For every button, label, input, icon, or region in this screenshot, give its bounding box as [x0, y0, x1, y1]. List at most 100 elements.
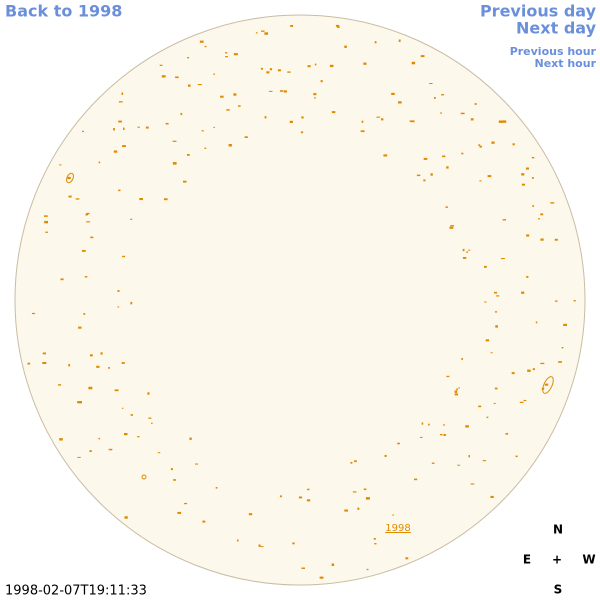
region-contour — [502, 219, 506, 221]
region-contour — [121, 362, 125, 364]
region-contour — [159, 64, 163, 66]
region-contour — [398, 101, 402, 104]
region-contour — [443, 434, 446, 436]
region-contour — [122, 145, 126, 147]
region-contour — [264, 32, 268, 35]
previous-day-link[interactable]: Previous day — [480, 2, 597, 21]
region-contour — [531, 156, 535, 159]
region-contour — [487, 175, 492, 178]
region-contour — [220, 95, 224, 98]
region-contour — [485, 339, 490, 342]
region-contour — [461, 358, 463, 360]
region-contour — [118, 120, 122, 123]
region-contour — [423, 179, 426, 182]
region-contour — [505, 433, 508, 435]
region-contour — [329, 64, 334, 68]
region-contour — [420, 55, 425, 58]
region-contour — [280, 90, 284, 92]
region-contour — [446, 166, 449, 169]
region-contour — [474, 103, 477, 105]
region-contour — [66, 172, 74, 184]
region-contour — [113, 150, 118, 153]
region-contour — [258, 544, 261, 547]
region-contour — [287, 71, 291, 73]
region-contour — [188, 84, 191, 87]
region-contour — [457, 464, 461, 466]
region-contour — [486, 416, 489, 419]
region-contour — [466, 251, 468, 253]
region-contour — [261, 30, 265, 32]
region-contour — [59, 438, 63, 441]
region-contour — [98, 437, 101, 440]
region-contour — [195, 463, 199, 465]
region-contour — [450, 225, 454, 227]
region-contour — [540, 238, 544, 241]
region-contour — [260, 546, 264, 548]
region-contour — [85, 214, 88, 216]
region-contour — [77, 456, 81, 458]
region-contour — [204, 147, 207, 149]
region-contour — [512, 143, 515, 146]
next-day-link[interactable]: Next day — [516, 19, 597, 38]
next-hour-link[interactable]: Next hour — [535, 57, 597, 70]
region-contour — [42, 352, 46, 355]
region-contour — [197, 84, 202, 86]
region-contour — [117, 306, 120, 308]
region-contour — [67, 176, 71, 180]
region-contour — [264, 116, 267, 119]
region-contour — [429, 83, 433, 84]
region-contour — [511, 372, 515, 375]
region-contour — [137, 436, 140, 438]
region-contour — [573, 300, 576, 302]
region-contour — [204, 45, 207, 48]
region-contour — [96, 365, 100, 368]
region-contour — [431, 462, 435, 464]
region-contour — [515, 455, 518, 458]
region-contour — [83, 313, 86, 315]
region-contour — [384, 454, 387, 457]
region-contour — [108, 367, 110, 369]
region-contour — [440, 112, 442, 114]
previous-hour-link[interactable]: Previous hour — [510, 45, 597, 58]
region-contour — [78, 401, 82, 404]
region-contour — [130, 414, 133, 416]
region-contour — [68, 364, 71, 367]
region-contour — [361, 120, 364, 123]
region-contour — [75, 198, 80, 200]
region-contour — [175, 76, 179, 79]
region-contour — [538, 218, 540, 220]
disk-label-link[interactable]: 1998 — [385, 523, 410, 534]
region-contour — [279, 495, 282, 498]
region-contour — [277, 69, 281, 72]
region-contour — [421, 422, 424, 425]
region-contour — [414, 478, 418, 481]
region-contour — [130, 301, 133, 305]
region-contour — [124, 433, 128, 436]
region-contour — [365, 497, 370, 500]
region-contour — [544, 383, 549, 386]
region-contour — [213, 126, 215, 128]
region-contour — [532, 177, 534, 179]
region-contour — [139, 198, 143, 201]
region-contour — [86, 212, 90, 215]
region-contour — [423, 157, 428, 160]
region-contour — [554, 238, 558, 241]
region-contour — [454, 393, 458, 396]
back-link[interactable]: Back to 1998 — [5, 2, 122, 21]
region-contour — [225, 52, 228, 54]
region-contour — [177, 511, 182, 514]
region-contour — [118, 189, 121, 192]
region-contour — [331, 563, 335, 566]
region-contour — [90, 236, 94, 239]
compass-west: W — [582, 553, 595, 567]
region-contour — [374, 41, 377, 44]
region-contour — [165, 122, 169, 125]
region-contour — [381, 118, 384, 121]
region-contour — [320, 80, 323, 83]
region-contour — [148, 417, 152, 419]
region-contour — [491, 141, 495, 144]
region-contour — [172, 140, 177, 142]
region-contour — [484, 301, 487, 303]
